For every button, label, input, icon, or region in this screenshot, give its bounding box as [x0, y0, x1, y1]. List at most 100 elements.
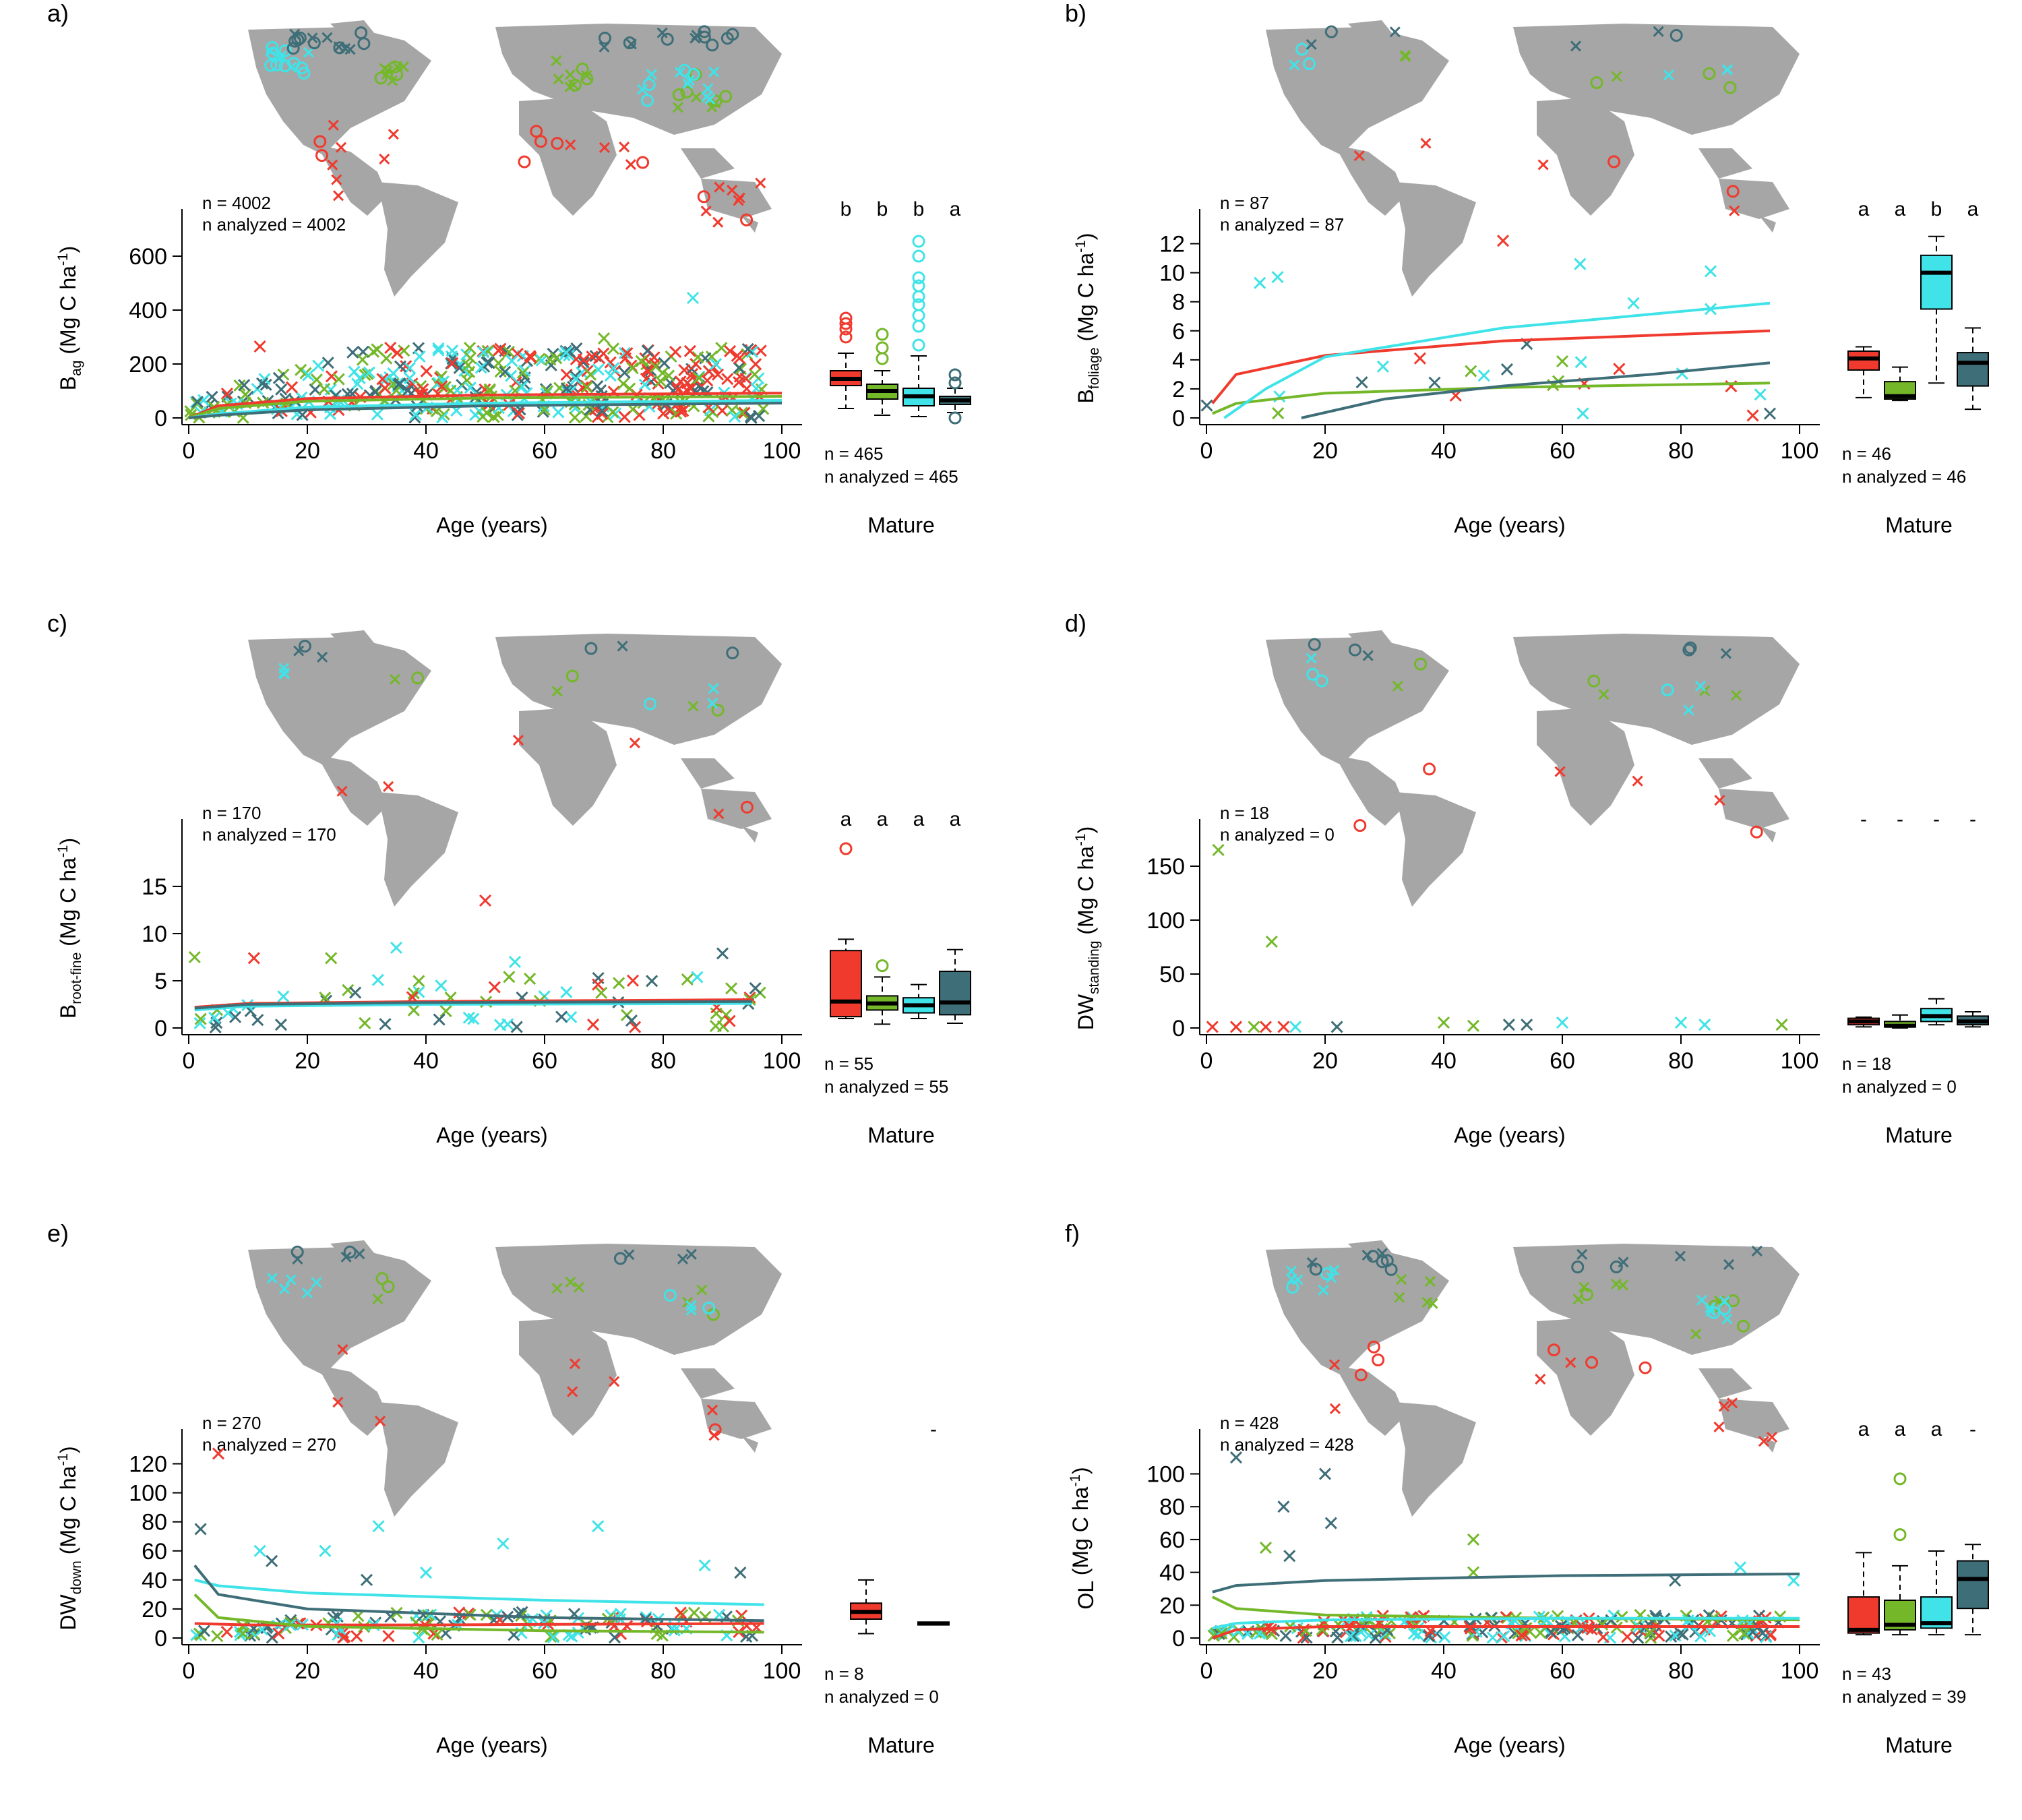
map-site-marker [1730, 690, 1742, 701]
world-map [248, 1240, 782, 1517]
x-tick-label: 0 [183, 1048, 195, 1074]
data-point [371, 408, 384, 421]
map-site-marker [1737, 1319, 1750, 1333]
data-point [272, 1627, 285, 1640]
data-point [1347, 1630, 1360, 1643]
map-site-marker [354, 1248, 365, 1260]
y-label-close: ) [56, 246, 80, 253]
data-point [690, 358, 702, 371]
data-point [208, 1011, 221, 1024]
data-point [1597, 1631, 1610, 1643]
n-analyzed-label: n analyzed = 4002 [202, 214, 346, 235]
significance-letter: b [877, 198, 888, 220]
map-site-marker [286, 61, 297, 73]
box-outlier [912, 309, 925, 322]
y-label-main: DW [56, 1594, 80, 1631]
map-site-marker [696, 1284, 708, 1296]
data-point [569, 369, 582, 383]
map-site-marker [708, 66, 720, 78]
data-point [460, 374, 474, 387]
map-site-marker [1286, 1281, 1299, 1294]
map-site-marker [661, 32, 674, 46]
x-tick-label: 0 [1200, 1658, 1213, 1684]
data-point [617, 377, 630, 390]
continent-shape [701, 789, 772, 829]
y-tick-label: 80 [1159, 1494, 1185, 1520]
map-site-marker [392, 61, 403, 72]
data-point [595, 986, 608, 1000]
data-point [408, 411, 421, 424]
y-tick-label: 0 [154, 1626, 167, 1651]
data-point [211, 1630, 224, 1643]
data-point [310, 373, 323, 386]
data-point [407, 987, 420, 1000]
data-point [1464, 1622, 1477, 1635]
box-outlier [876, 959, 889, 973]
data-point [715, 342, 728, 355]
map-site-marker [411, 671, 425, 685]
box-outlier [948, 376, 962, 390]
data-point [352, 1610, 365, 1622]
map-site-marker [343, 1245, 357, 1258]
map-site-marker [1758, 1436, 1769, 1447]
world-map [248, 20, 782, 297]
x-tick-label: 20 [1312, 1658, 1338, 1684]
data-point [729, 411, 741, 423]
box-iqr [1847, 1596, 1880, 1634]
map-site-marker [1610, 1260, 1623, 1273]
significance-letter: a [840, 808, 852, 830]
data-point [1407, 1627, 1420, 1640]
world-map [248, 630, 782, 907]
significance-letter: b [840, 198, 852, 220]
data-point [483, 356, 495, 369]
data-point [1231, 1625, 1244, 1638]
data-point [193, 1017, 206, 1029]
data-point [1318, 1467, 1332, 1480]
data-point [1477, 369, 1490, 382]
y-tick-label: 5 [154, 969, 167, 994]
data-point [580, 410, 592, 423]
y-label-exp: -1 [55, 253, 71, 266]
data-point [748, 368, 761, 381]
x-axis-title: Age (years) [1454, 1123, 1565, 1147]
data-point [194, 1523, 207, 1536]
data-point [592, 978, 605, 991]
continent-shape [701, 1399, 772, 1439]
x-tick-label: 40 [413, 1658, 439, 1684]
map-site-marker [1328, 1265, 1340, 1276]
data-point [462, 1011, 475, 1024]
data-point [266, 1631, 278, 1644]
x-axis-title: Age (years) [1454, 1733, 1565, 1757]
data-point [735, 406, 748, 419]
map-site-marker [674, 66, 685, 78]
map-site-marker [1632, 775, 1643, 787]
data-point [247, 952, 260, 965]
map-site-marker [1353, 150, 1365, 162]
data-point [721, 373, 734, 386]
significance-letter: a [1858, 198, 1870, 220]
map-site-marker [1576, 1248, 1588, 1260]
significance-letter: a [877, 808, 888, 830]
data-point [626, 974, 640, 987]
data-point [681, 973, 694, 986]
continent-shape [248, 1247, 431, 1375]
n-label: n = 18 [1220, 803, 1269, 823]
n-analyzed-label: n analyzed = 270 [202, 1434, 336, 1455]
data-point [494, 1019, 507, 1031]
data-point [568, 411, 582, 424]
data-point [1665, 1630, 1678, 1643]
data-point [757, 402, 770, 415]
data-point [453, 1606, 466, 1619]
data-point [1272, 407, 1285, 420]
map-site-marker [1707, 1306, 1721, 1319]
map-site-marker [374, 1416, 386, 1427]
map-site-marker [286, 42, 300, 55]
map-site-marker [702, 1301, 716, 1314]
y-tick-label: 200 [129, 352, 167, 377]
y-tick-label: 0 [154, 1016, 167, 1041]
map-site-marker [687, 700, 699, 712]
y-tick-label: 12 [1159, 232, 1185, 257]
map-site-marker [710, 97, 721, 109]
map-site-marker [740, 800, 754, 814]
